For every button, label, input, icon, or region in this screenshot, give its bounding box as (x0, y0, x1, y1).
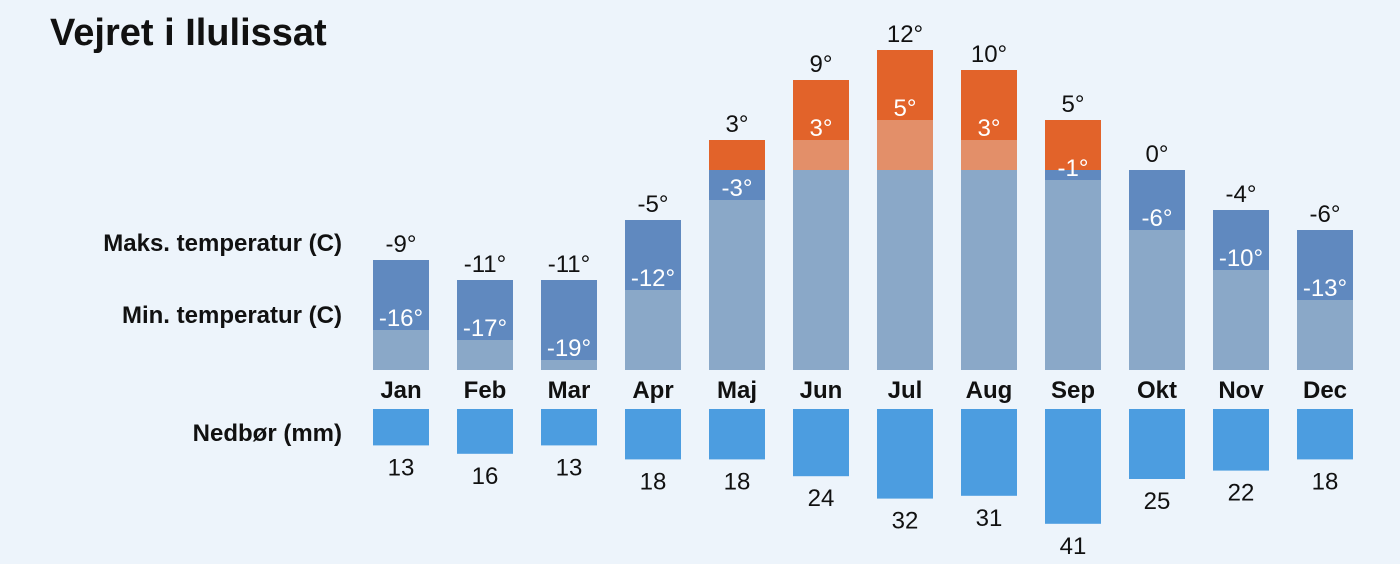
max-temp-label: 9° (810, 51, 833, 78)
min-temp-label: -10° (1219, 245, 1263, 272)
max-temp-bar-cold (1297, 230, 1353, 300)
max-temp-label: 10° (971, 41, 1007, 68)
max-temp-label: -5° (638, 191, 669, 218)
max-temp-bar-cold (1045, 170, 1101, 180)
precip-label: 25 (1144, 488, 1171, 515)
month-label: Jan (380, 377, 421, 404)
max-temp-bar-cold (541, 280, 597, 360)
precip-label: 22 (1228, 480, 1255, 507)
max-temp-bar-warm (961, 70, 1017, 140)
max-temp-bar-warm (1045, 120, 1101, 170)
precip-label: 18 (640, 468, 667, 495)
min-temp-label: 3° (978, 115, 1001, 142)
legend-min-temp: Min. temperatur (C) (121, 302, 342, 329)
min-temp-bar-cold (877, 170, 933, 370)
month-label: Jun (800, 377, 843, 404)
precip-label: 18 (1312, 468, 1339, 495)
min-temp-bar-warm (877, 120, 933, 170)
month-label: Aug (966, 377, 1013, 404)
min-temp-bar-cold (1045, 180, 1101, 370)
min-temp-bar-cold (1129, 230, 1185, 370)
precip-bar (457, 409, 513, 454)
max-temp-label: 5° (1062, 91, 1085, 118)
precip-bar (373, 409, 429, 446)
min-temp-bar-warm (793, 140, 849, 170)
min-temp-label: -16° (379, 305, 423, 332)
precip-label: 32 (892, 508, 919, 535)
min-temp-bar-cold (709, 200, 765, 370)
min-temp-label: -12° (631, 265, 675, 292)
min-temp-bar-cold (373, 330, 429, 370)
precip-bar (541, 409, 597, 446)
max-temp-bar-warm (793, 80, 849, 140)
legend-precip: Nedbør (mm) (192, 420, 342, 447)
max-temp-bar-warm (877, 50, 933, 120)
min-temp-bar-warm (961, 140, 1017, 170)
max-temp-bar-warm (709, 140, 765, 170)
precip-bar (1129, 409, 1185, 479)
min-temp-bar-cold (961, 170, 1017, 370)
max-temp-label: -11° (464, 251, 507, 278)
month-label: Mar (548, 377, 591, 404)
precip-bar (1297, 409, 1353, 460)
precip-label: 16 (472, 463, 499, 490)
min-temp-bar-cold (457, 340, 513, 370)
precip-bar (709, 409, 765, 460)
min-temp-bar-cold (1213, 270, 1269, 370)
min-temp-label: 5° (894, 95, 917, 122)
precip-label: 31 (976, 505, 1003, 532)
legend-max-temp: Maks. temperatur (C) (103, 230, 342, 257)
max-temp-label: -4° (1226, 181, 1257, 208)
max-temp-label: -6° (1310, 201, 1341, 228)
month-label: Okt (1137, 377, 1177, 404)
min-temp-label: -6° (1142, 205, 1173, 232)
max-temp-bar-cold (457, 280, 513, 340)
precip-bar (877, 409, 933, 499)
min-temp-label: -13° (1303, 275, 1347, 302)
min-temp-bar-cold (1297, 300, 1353, 370)
precip-label: 24 (808, 485, 835, 512)
min-temp-label: -17° (463, 315, 507, 342)
precip-bar (793, 409, 849, 477)
max-temp-label: -9° (386, 231, 417, 258)
min-temp-bar-cold (793, 170, 849, 370)
max-temp-bar-cold (1129, 170, 1185, 230)
max-temp-bar-cold (709, 170, 765, 200)
max-temp-bar-cold (373, 260, 429, 330)
month-label: Jul (888, 377, 923, 404)
precip-label: 13 (556, 454, 583, 481)
precip-bar (625, 409, 681, 460)
precip-bar (1045, 409, 1101, 524)
max-temp-label: 3° (726, 111, 749, 138)
month-label: Maj (717, 377, 757, 404)
month-label: Sep (1051, 377, 1095, 404)
max-temp-label: 12° (887, 21, 923, 48)
precip-label: 13 (388, 454, 415, 481)
month-label: Nov (1218, 377, 1264, 404)
min-temp-label: -19° (547, 335, 591, 362)
min-temp-label: 3° (810, 115, 833, 142)
min-temp-label: -3° (722, 175, 753, 202)
precip-bar (1213, 409, 1269, 471)
month-label: Dec (1303, 377, 1347, 404)
max-temp-label: -11° (548, 251, 591, 278)
max-temp-label: 0° (1146, 141, 1169, 168)
precip-label: 41 (1060, 533, 1087, 560)
chart-title: Vejret i Ilulissat (50, 12, 327, 54)
month-label: Apr (632, 377, 673, 404)
min-temp-label: -1° (1058, 155, 1089, 182)
max-temp-bar-cold (625, 220, 681, 290)
precip-bar (961, 409, 1017, 496)
min-temp-bar-cold (541, 360, 597, 370)
max-temp-bar-cold (1213, 210, 1269, 270)
precip-label: 18 (724, 468, 751, 495)
min-temp-bar-cold (625, 290, 681, 370)
month-label: Feb (464, 377, 507, 404)
